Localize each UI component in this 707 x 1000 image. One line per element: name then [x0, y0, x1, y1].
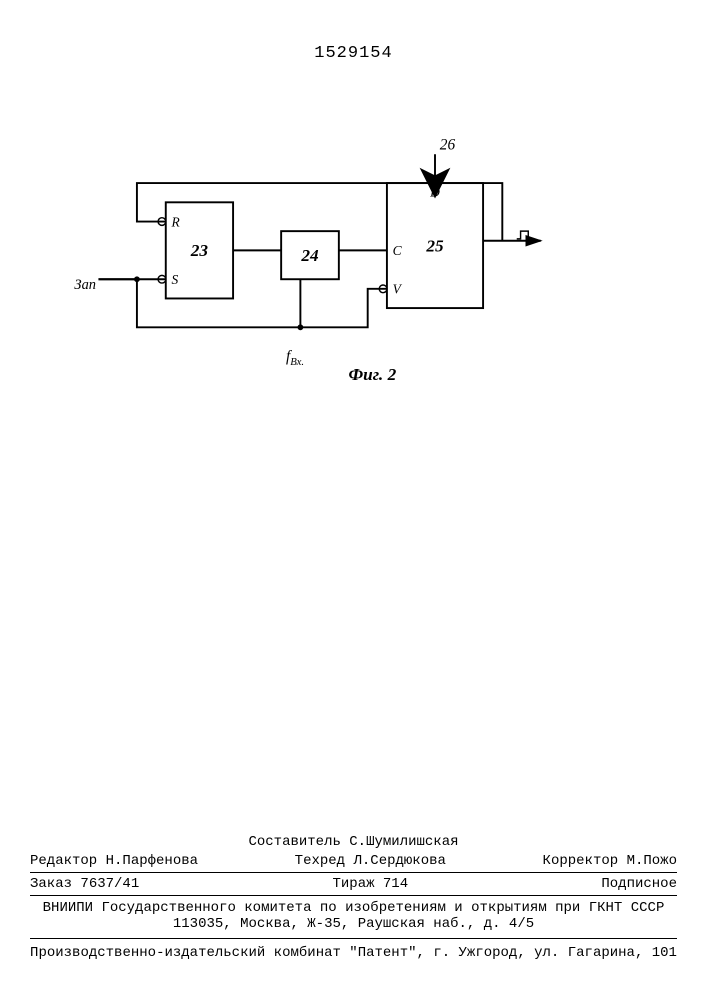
- techred: Техред Л.Сердюкова: [295, 853, 446, 869]
- svg-text:C: C: [393, 243, 403, 258]
- order: Заказ 7637/41: [30, 876, 139, 892]
- svg-text:26: 26: [440, 136, 456, 153]
- editor: Редактор Н.Парфенова: [30, 853, 198, 869]
- press-line: Производственно-издательский комбинат "П…: [30, 939, 677, 961]
- svg-text:S: S: [172, 272, 179, 287]
- subscription: Подписное: [601, 876, 677, 892]
- corrector: Корректор М.Пожо: [543, 853, 677, 869]
- svg-text:25: 25: [425, 236, 444, 255]
- svg-text:R: R: [171, 214, 180, 229]
- patent-number: 1529154: [0, 44, 707, 63]
- svg-text:fВх.: fВх.: [286, 348, 304, 368]
- svg-text:Зап: Зап: [74, 277, 96, 293]
- tirazh: Тираж 714: [332, 876, 408, 892]
- svg-text:D: D: [429, 185, 440, 200]
- org-line-1: ВНИИПИ Государственного комитета по изоб…: [30, 896, 677, 916]
- svg-text:24: 24: [300, 246, 319, 265]
- svg-text:23: 23: [190, 241, 209, 260]
- org-line-2: 113035, Москва, Ж-35, Раушская наб., д. …: [30, 916, 677, 932]
- circuit-diagram: 23RS2425CVDЗап26fВх.Фиг. 2: [60, 130, 560, 390]
- svg-text:Фиг. 2: Фиг. 2: [348, 365, 396, 384]
- compiler-line: Составитель С.Шумилишская: [30, 834, 677, 850]
